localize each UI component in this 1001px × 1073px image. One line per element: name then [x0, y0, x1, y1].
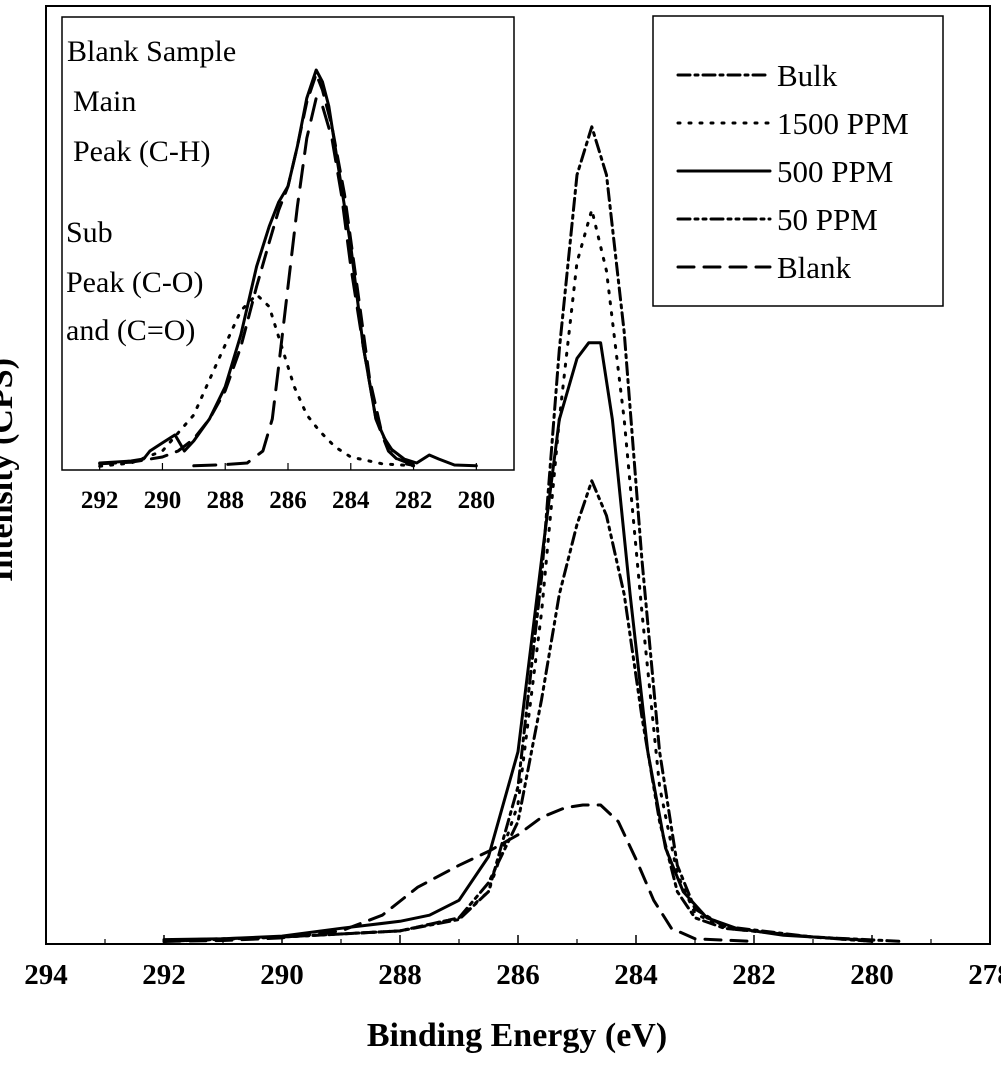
x-axis-title: Binding Energy (eV)	[367, 1017, 667, 1054]
legend-label-bulk: Bulk	[777, 58, 838, 93]
inset-x-tick-label-286: 286	[269, 487, 307, 514]
inset-title: Blank Sample	[67, 35, 236, 68]
inset-x-tick-label-292: 292	[81, 487, 119, 514]
legend-label-50-ppm: 50 PPM	[777, 202, 878, 237]
x-tick-label-292: 292	[142, 959, 186, 991]
series-line-50-ppm	[162, 479, 874, 943]
inset-x-tick-label-280: 280	[458, 487, 496, 514]
main-peak-label-line1: Main	[73, 85, 136, 118]
inset-x-tick-label-290: 290	[144, 487, 182, 514]
legend: Bulk 1500 PPM 500 PPM 50 PPM Blank	[676, 58, 909, 285]
inset-line-solid-0	[98, 68, 478, 468]
main-series-group	[162, 125, 903, 943]
inset-x-tick-label-282: 282	[395, 487, 433, 514]
legend-label-500-ppm: 500 PPM	[777, 154, 893, 189]
x-tick-label-286: 286	[496, 959, 540, 991]
main-x-axis: 294 292 290 288 286 284 282 280 278	[24, 935, 1001, 991]
series-line-500-ppm	[162, 341, 874, 942]
x-tick-label-278: 278	[968, 959, 1001, 991]
sub-peak-label-line2: Peak (C-O)	[66, 266, 203, 299]
inset-line-dashed-long-3	[192, 96, 416, 468]
y-axis-title: Intensity (CPS)	[0, 358, 20, 582]
inset-line-dashed-1	[98, 72, 416, 467]
x-tick-label-294: 294	[24, 959, 68, 991]
sub-peak-label-line1: Sub	[66, 216, 113, 249]
sub-peak-label-line3: and (C=O)	[66, 314, 195, 347]
x-tick-label-284: 284	[614, 959, 658, 991]
inset-x-axis: 292 290 288 286 284 282 280	[81, 463, 495, 514]
x-tick-label-288: 288	[378, 959, 422, 991]
legend-box	[652, 15, 944, 307]
legend-label-blank: Blank	[777, 250, 852, 285]
inset-x-tick-label-288: 288	[206, 487, 244, 514]
inset-x-tick-label-284: 284	[332, 487, 370, 514]
series-line-bulk	[162, 125, 903, 943]
x-tick-label-290: 290	[260, 959, 304, 991]
legend-label-1500-ppm: 1500 PPM	[777, 106, 909, 141]
x-tick-label-280: 280	[850, 959, 894, 991]
inset-series-group	[98, 68, 478, 468]
x-tick-label-282: 282	[732, 959, 776, 991]
inset-line-dotted-2	[98, 293, 416, 468]
main-peak-label-line2: Peak (C-H)	[73, 135, 210, 168]
series-line-blank	[162, 803, 756, 943]
inset-frame	[61, 16, 515, 471]
